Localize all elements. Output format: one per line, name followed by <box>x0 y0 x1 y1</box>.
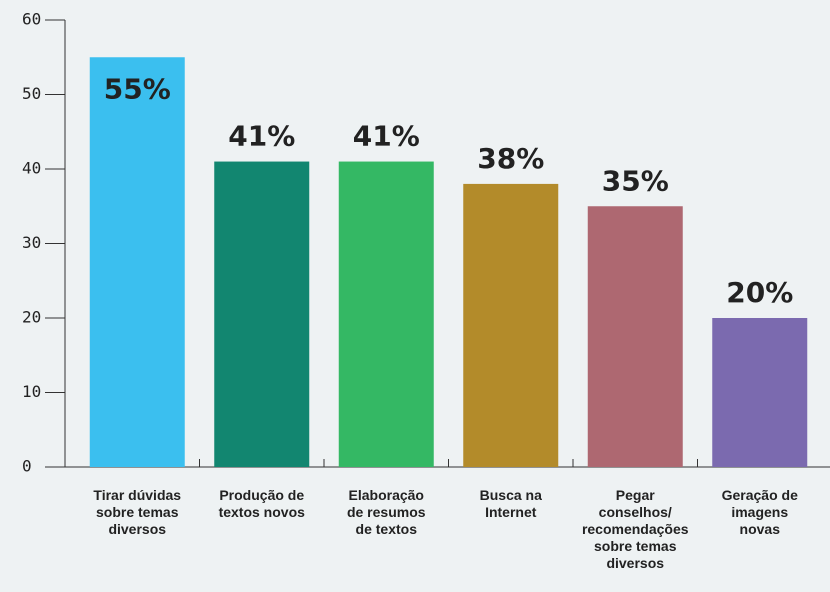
bar <box>89 57 185 467</box>
bar <box>463 183 559 467</box>
value-label: 55% <box>104 72 171 105</box>
y-tick-label: 0 <box>22 457 32 476</box>
value-label: 41% <box>353 120 420 153</box>
bar <box>587 206 683 467</box>
value-label: 20% <box>726 276 793 309</box>
x-tick-label: Produção de textos novos <box>218 487 305 520</box>
y-tick-label: 60 <box>22 10 41 29</box>
x-tick-label: Busca na Internet <box>479 487 542 520</box>
bar <box>338 161 434 468</box>
bar <box>214 161 310 468</box>
y-tick-label: 20 <box>22 308 41 327</box>
value-label: 41% <box>228 120 295 153</box>
y-tick-label: 40 <box>22 159 41 178</box>
x-tick-label: Tirar dúvidas sobre temas diversos <box>93 487 182 537</box>
value-label: 38% <box>477 142 544 175</box>
x-tick-label: Pegar conselhos/ recomendações sobre tem… <box>581 487 689 571</box>
x-tick-label: Geração de imagens novas <box>721 487 798 537</box>
bar <box>712 318 808 467</box>
y-tick-label: 50 <box>22 84 41 103</box>
y-tick-label: 30 <box>22 233 41 252</box>
x-tick-label: Elaboração de resumos de textos <box>346 487 426 537</box>
value-label: 35% <box>602 164 669 197</box>
y-tick-label: 10 <box>22 382 41 401</box>
